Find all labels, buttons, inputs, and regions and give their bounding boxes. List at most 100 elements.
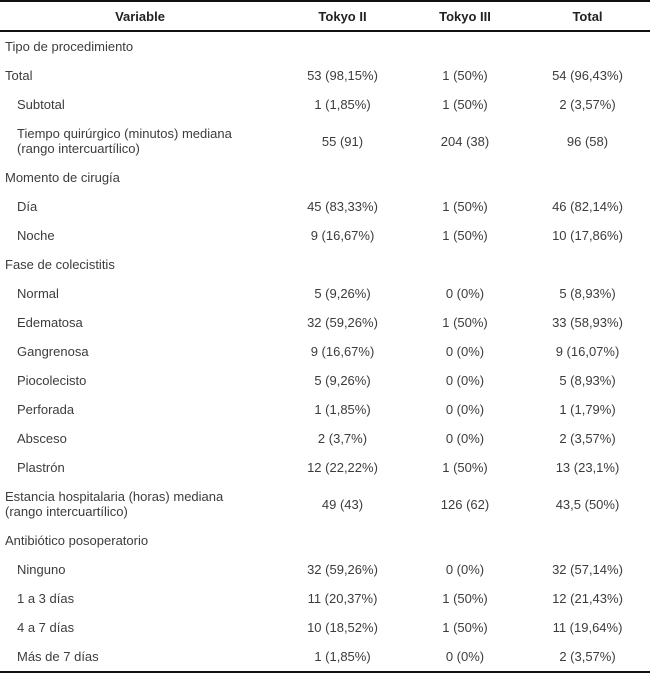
table-row-dia: Día 45 (83,33%) 1 (50%) 46 (82,14%) [0, 192, 650, 221]
cell-total: 33 (58,93%) [552, 315, 623, 330]
cell-total: 9 (16,07%) [555, 344, 620, 359]
cell-total: 2 (3,57%) [559, 431, 616, 446]
cell-tokyo-iii: 1 (50%) [442, 591, 488, 606]
cell-tokyo-ii: 49 (43) [321, 496, 364, 512]
row-label: Día [17, 199, 38, 214]
cell-total: 10 (17,86%) [552, 228, 623, 243]
cell-tokyo-iii: 1 (50%) [442, 97, 488, 112]
cell-tokyo-iii: 0 (0%) [445, 402, 485, 417]
cell-tokyo-iii: 0 (0%) [445, 431, 485, 446]
section-label: Fase de colecistitis [5, 257, 115, 272]
cell-tokyo-iii: 0 (0%) [445, 373, 485, 388]
table-row-total: Total 53 (98,15%) 1 (50%) 54 (96,43%) [0, 61, 650, 90]
cell-total [525, 31, 650, 61]
table-row-plastron: Plastrón 12 (22,22%) 1 (50%) 13 (23,1%) [0, 453, 650, 482]
row-label: Absceso [17, 431, 67, 446]
table-row-1-a-3-dias: 1 a 3 días 11 (20,37%) 1 (50%) 12 (21,43… [0, 584, 650, 613]
cell-tokyo-ii: 11 (20,37%) [307, 591, 378, 606]
cell-tokyo-ii: 45 (83,33%) [307, 199, 378, 214]
section-label: Tipo de procedimiento [5, 39, 134, 54]
table-row-piocolecisto: Piocolecisto 5 (9,26%) 0 (0%) 5 (8,93%) [0, 366, 650, 395]
row-label: Estancia hospitalaria (horas) mediana (r… [5, 489, 224, 519]
table-row-gangrenosa: Gangrenosa 9 (16,67%) 0 (0%) 9 (16,07%) [0, 337, 650, 366]
section-label: Antibiótico posoperatorio [5, 533, 149, 548]
cell-total: 54 (96,43%) [552, 68, 623, 83]
cell-tokyo-ii [280, 526, 405, 555]
header-row: Variable Tokyo II Tokyo III Total [0, 1, 650, 31]
cell-total: 1 (1,79%) [559, 402, 616, 417]
cell-tokyo-iii [405, 526, 525, 555]
row-label: Subtotal [17, 97, 65, 112]
cell-total: 13 (23,1%) [555, 460, 620, 475]
row-label: Edematosa [17, 315, 83, 330]
table-row-estancia-hospitalaria: Estancia hospitalaria (horas) mediana (r… [0, 482, 650, 526]
row-label: Normal [17, 286, 59, 301]
section-row-tipo-de-procedimiento: Tipo de procedimiento [0, 31, 650, 61]
cell-tokyo-ii: 5 (9,26%) [314, 373, 371, 388]
cell-tokyo-ii: 32 (59,26%) [307, 315, 378, 330]
cell-tokyo-iii: 1 (50%) [442, 620, 488, 635]
cell-tokyo-ii: 5 (9,26%) [314, 286, 371, 301]
cell-tokyo-iii: 126 (62) [440, 496, 490, 512]
column-header-variable: Variable [115, 8, 165, 24]
cell-total: 43,5 (50%) [555, 496, 620, 512]
row-label: Ninguno [17, 562, 66, 577]
section-row-fase-de-colecistitis: Fase de colecistitis [0, 250, 650, 279]
row-label: Gangrenosa [17, 344, 89, 359]
table-row-perforada: Perforada 1 (1,85%) 0 (0%) 1 (1,79%) [0, 395, 650, 424]
cell-total: 2 (3,57%) [559, 97, 616, 112]
cell-tokyo-ii: 9 (16,67%) [310, 228, 375, 243]
cell-total: 12 (21,43%) [552, 591, 623, 606]
table-row-normal: Normal 5 (9,26%) 0 (0%) 5 (8,93%) [0, 279, 650, 308]
cell-tokyo-ii: 1 (1,85%) [314, 649, 371, 664]
row-label: Más de 7 días [17, 649, 99, 664]
table-row-edematosa: Edematosa 32 (59,26%) 1 (50%) 33 (58,93%… [0, 308, 650, 337]
cell-tokyo-ii [280, 250, 405, 279]
cell-total: 2 (3,57%) [559, 649, 616, 664]
cell-total: 5 (8,93%) [559, 286, 616, 301]
cell-tokyo-ii: 2 (3,7%) [317, 431, 368, 446]
cell-tokyo-iii: 0 (0%) [445, 562, 485, 577]
cell-tokyo-iii [405, 250, 525, 279]
column-header-total: Total [572, 8, 603, 24]
cell-tokyo-iii: 204 (38) [440, 133, 490, 149]
table-row-subtotal: Subtotal 1 (1,85%) 1 (50%) 2 (3,57%) [0, 90, 650, 119]
cell-tokyo-iii: 1 (50%) [442, 460, 488, 475]
cell-total [525, 250, 650, 279]
cell-tokyo-ii: 32 (59,26%) [307, 562, 378, 577]
section-label: Momento de cirugía [5, 170, 120, 185]
row-label: Tiempo quirúrgico (minutos) mediana (ran… [17, 126, 232, 156]
table-row-noche: Noche 9 (16,67%) 1 (50%) 10 (17,86%) [0, 221, 650, 250]
cell-tokyo-iii [405, 163, 525, 192]
row-label: Noche [17, 228, 55, 243]
cell-tokyo-ii: 53 (98,15%) [307, 68, 378, 83]
cell-tokyo-ii [280, 31, 405, 61]
cell-tokyo-iii [405, 31, 525, 61]
table-row-tiempo-quirurgico: Tiempo quirúrgico (minutos) mediana (ran… [0, 119, 650, 163]
table-row-4-a-7-dias: 4 a 7 días 10 (18,52%) 1 (50%) 11 (19,64… [0, 613, 650, 642]
cell-tokyo-iii: 1 (50%) [442, 68, 488, 83]
section-row-antibiotico-posoperatorio: Antibiótico posoperatorio [0, 526, 650, 555]
cell-tokyo-ii [280, 163, 405, 192]
cell-tokyo-iii: 1 (50%) [442, 315, 488, 330]
cell-total [525, 526, 650, 555]
cell-tokyo-iii: 0 (0%) [445, 649, 485, 664]
row-label: Plastrón [17, 460, 65, 475]
column-header-tokyo-iii: Tokyo III [439, 8, 491, 24]
table-row-absceso: Absceso 2 (3,7%) 0 (0%) 2 (3,57%) [0, 424, 650, 453]
row-label: Piocolecisto [17, 373, 87, 388]
row-label: Total [5, 68, 33, 83]
cell-tokyo-iii: 0 (0%) [445, 344, 485, 359]
section-row-momento-de-cirugia: Momento de cirugía [0, 163, 650, 192]
cell-tokyo-ii: 1 (1,85%) [314, 97, 371, 112]
cell-tokyo-ii: 12 (22,22%) [307, 460, 378, 475]
table-row-ninguno: Ninguno 32 (59,26%) 0 (0%) 32 (57,14%) [0, 555, 650, 584]
cell-tokyo-ii: 10 (18,52%) [307, 620, 378, 635]
cell-tokyo-iii: 1 (50%) [442, 228, 488, 243]
cell-tokyo-ii: 55 (91) [321, 133, 364, 149]
cell-tokyo-iii: 1 (50%) [442, 199, 488, 214]
row-label: 1 a 3 días [17, 591, 75, 606]
cell-total: 5 (8,93%) [559, 373, 616, 388]
